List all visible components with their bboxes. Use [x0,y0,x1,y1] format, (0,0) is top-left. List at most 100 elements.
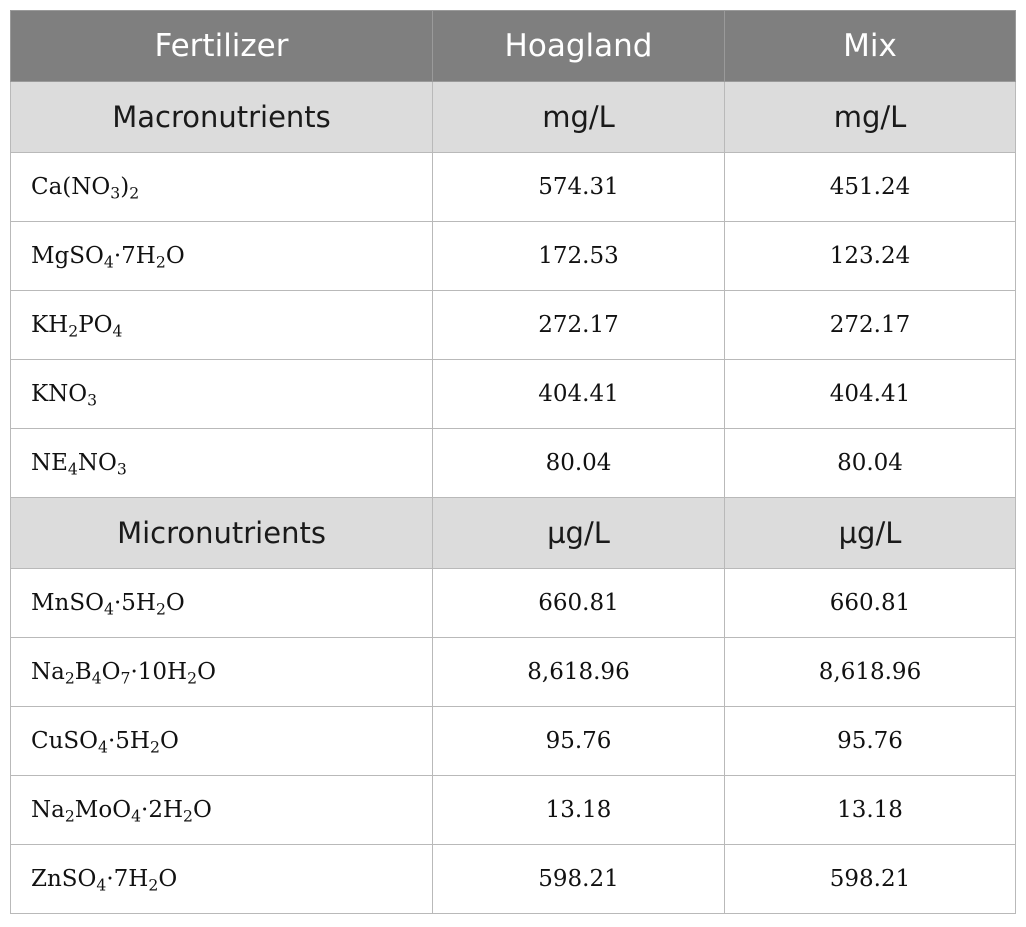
compound-name: CuSO4·5H2O [10,706,433,776]
mix-value: 660.81 [724,568,1016,638]
formula-subscript: 4 [103,599,114,619]
mix-value: 404.41 [724,359,1016,429]
formula-subscript: 4 [103,252,114,272]
formula-text: PO [78,312,113,338]
compound-name: Na2MoO4·2H2O [10,775,433,845]
hoagland-value: 660.81 [432,568,725,638]
table-row: Na2B4O7·10H2O 8,618.96 8,618.96 [10,637,1016,707]
formula-text: ·7H [113,243,156,269]
table-row: Ca(NO3)2 574.31 451.24 [10,152,1016,222]
formula-subscript: 4 [112,321,123,341]
hoagland-value: 95.76 [432,706,725,776]
header-row: Fertilizer Hoagland Mix [10,10,1016,82]
formula-text: ) [120,174,130,200]
formula-subscript: 4 [131,806,142,826]
section-title: Micronutrients [10,497,433,569]
mix-value: 598.21 [724,844,1016,914]
mix-value: 95.76 [724,706,1016,776]
formula-subscript: 2 [187,668,198,688]
compound-name: MnSO4·5H2O [10,568,433,638]
formula-text: ZnSO [31,866,97,892]
hoagland-value: 598.21 [432,844,725,914]
formula-text: Na [31,797,65,823]
mix-value: 13.18 [724,775,1016,845]
header-hoagland: Hoagland [432,10,725,82]
hoagland-value: 13.18 [432,775,725,845]
section-row: Macronutrients mg/L mg/L [10,81,1016,153]
compound-name: KH2PO4 [10,290,433,360]
section-unit-mix: mg/L [724,81,1016,153]
formula-text: O [165,590,185,616]
mix-value: 272.17 [724,290,1016,360]
formula-text: ·5H [113,590,156,616]
formula-text: Ca(NO [31,174,111,200]
hoagland-value: 172.53 [432,221,725,291]
table-row: NE4NO3 80.04 80.04 [10,428,1016,498]
formula-subscript: 4 [91,668,102,688]
formula-subscript: 3 [87,390,98,410]
fertilizer-table: Fertilizer Hoagland Mix Macronutrients mg… [10,10,1016,914]
formula-text: O [101,659,121,685]
formula-subscript: 2 [64,668,75,688]
formula-subscript: 2 [183,806,193,826]
table-body: Macronutrients mg/L mg/L Ca(NO3)2 574.31 451.… [10,81,1016,914]
formula-subscript: 3 [116,459,127,479]
header-fertilizer: Fertilizer [10,10,433,82]
formula-subscript: 2 [155,252,166,272]
table-row: MnSO4·5H2O 660.81 660.81 [10,568,1016,638]
mix-value: 123.24 [724,221,1016,291]
formula-text: NE [31,450,68,476]
formula-subscript: 2 [68,321,79,341]
formula-subscript: 3 [110,183,121,203]
table-row: CuSO4·5H2O 95.76 95.76 [10,706,1016,776]
formula-text: ·2H [141,797,184,823]
header-mix: Mix [724,10,1016,82]
section-unit-mix: µg/L [724,497,1016,569]
section-unit-hoagland: mg/L [432,81,725,153]
compound-name: NE4NO3 [10,428,433,498]
formula-subscript: 7 [120,668,131,688]
section-row: Micronutrients µg/L µg/L [10,497,1016,569]
hoagland-value: 80.04 [432,428,725,498]
table-row: ZnSO4·7H2O 598.21 598.21 [10,844,1016,914]
formula-text: ·10H [130,659,188,685]
table-row: Na2MoO4·2H2O 13.18 13.18 [10,775,1016,845]
table-row: KNO3 404.41 404.41 [10,359,1016,429]
formula-text: MnSO [31,590,104,616]
compound-name: ZnSO4·7H2O [10,844,433,914]
hoagland-value: 574.31 [432,152,725,222]
formula-subscript: 2 [148,875,159,895]
formula-subscript: 4 [67,459,78,479]
formula-text: O [158,866,178,892]
formula-text: O [197,659,216,685]
formula-text: KNO [31,381,88,407]
formula-text: ·7H [106,866,149,892]
formula-text: B [74,659,92,685]
formula-text: CuSO [31,728,99,754]
hoagland-value: 8,618.96 [432,637,725,707]
compound-name: Ca(NO3)2 [10,152,433,222]
mix-value: 80.04 [724,428,1016,498]
formula-subscript: 4 [98,737,108,757]
table-row: MgSO4·7H2O 172.53 123.24 [10,221,1016,291]
formula-text: ·5H [107,728,150,754]
formula-subscript: 2 [64,806,75,826]
formula-text: NO [77,450,117,476]
hoagland-value: 404.41 [432,359,725,429]
section-title: Macronutrients [10,81,433,153]
formula-subscript: 2 [129,183,140,203]
formula-text: MoO [74,797,132,823]
formula-subscript: 2 [150,737,160,757]
compound-name: Na2B4O7·10H2O [10,637,433,707]
formula-text: KH [31,312,69,338]
compound-name: MgSO4·7H2O [10,221,433,291]
formula-text: MgSO [31,243,104,269]
mix-value: 451.24 [724,152,1016,222]
compound-name: KNO3 [10,359,433,429]
formula-text: Na [31,659,65,685]
mix-value: 8,618.96 [724,637,1016,707]
formula-subscript: 4 [96,875,107,895]
section-unit-hoagland: µg/L [432,497,725,569]
formula-subscript: 2 [155,599,166,619]
table-row: KH2PO4 272.17 272.17 [10,290,1016,360]
